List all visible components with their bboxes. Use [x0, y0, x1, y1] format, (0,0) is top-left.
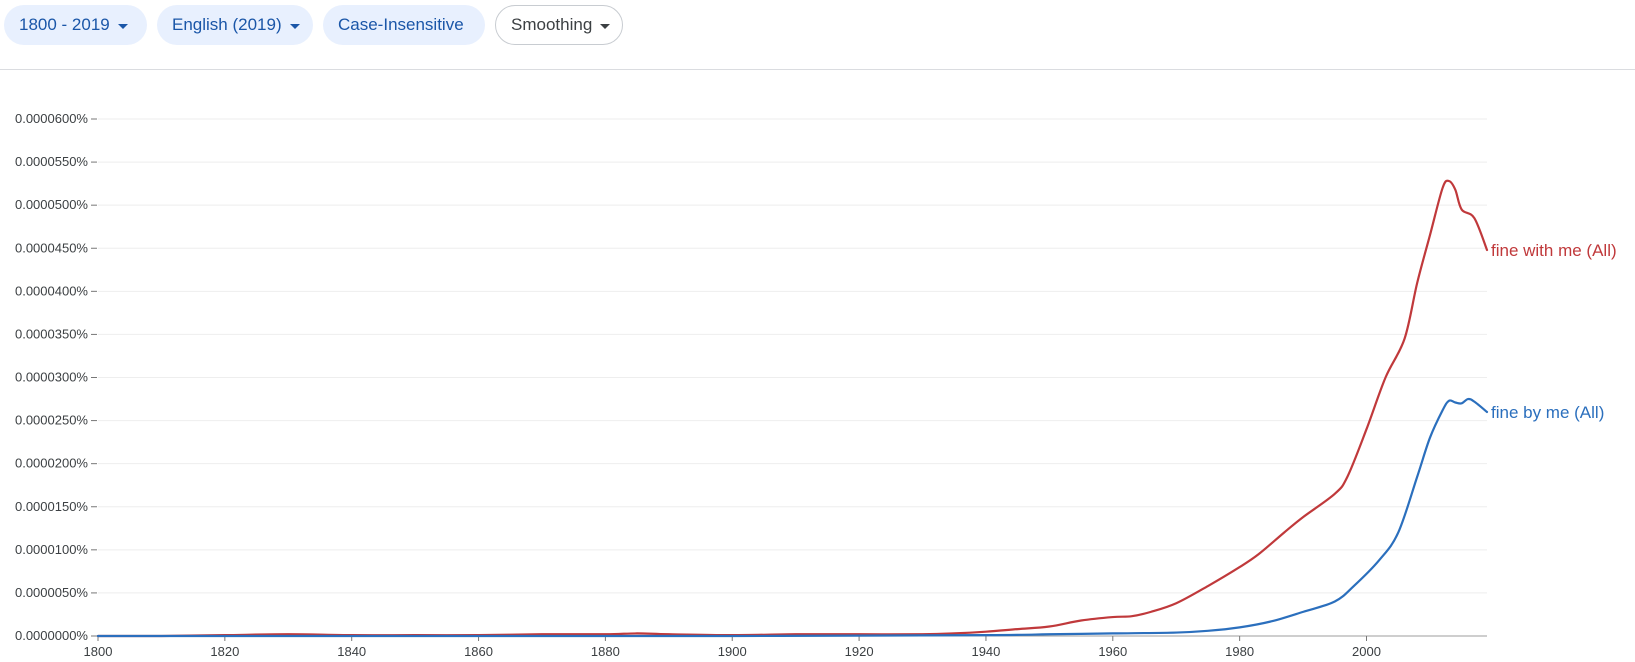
x-tick-label: 1880: [591, 644, 620, 659]
y-tick-label: 0.0000150%: [15, 499, 88, 514]
case-label: Case-Insensitive: [338, 15, 464, 34]
corpus-dropdown[interactable]: English (2019): [157, 5, 313, 45]
chevron-down-icon: [117, 23, 128, 29]
x-tick-label: 2000: [1352, 644, 1381, 659]
x-tick-label: 1800: [84, 644, 113, 659]
y-tick-label: 0.0000000%: [15, 628, 88, 643]
x-axis: 1800 1820 1840 1860 1880 1900 1920 1940 1960 1980…: [84, 635, 1487, 659]
x-tick-label: 1840: [337, 644, 366, 659]
series-labels: fine with me (All) fine by me (All): [1491, 241, 1617, 422]
x-tick-label: 1920: [845, 644, 874, 659]
smoothing-dropdown[interactable]: Smoothing: [495, 5, 623, 45]
gridlines: [98, 118, 1487, 594]
series-line-fine-by-me[interactable]: [96, 397, 1489, 638]
x-tick-label: 1860: [464, 644, 493, 659]
x-tick-label: 1940: [971, 644, 1000, 659]
chevron-down-icon: [289, 23, 300, 29]
series-line-fine-with-me[interactable]: [96, 179, 1489, 638]
x-tick-label: 1960: [1098, 644, 1127, 659]
y-axis: 0.0000000% 0.0000050% 0.0000100% 0.0000150%…: [15, 111, 97, 643]
x-tick-label: 1980: [1225, 644, 1254, 659]
y-tick-label: 0.0000350%: [15, 326, 88, 341]
y-tick-label: 0.0000450%: [15, 240, 88, 255]
date-range-label: 1800 - 2019: [19, 15, 110, 34]
y-tick-label: 0.0000600%: [15, 111, 88, 126]
series-label-fine-by-me[interactable]: fine by me (All): [1491, 403, 1604, 422]
chart-toolbar: 1800 - 2019 English (2019) Case-Insensit…: [0, 0, 1635, 70]
y-tick-label: 0.0000200%: [15, 456, 88, 471]
y-tick-label: 0.0000550%: [15, 154, 88, 169]
x-tick-label: 1820: [210, 644, 239, 659]
y-tick-label: 0.0000250%: [15, 413, 88, 428]
series-label-fine-with-me[interactable]: fine with me (All): [1491, 241, 1617, 260]
series-lines: [96, 179, 1489, 638]
y-tick-label: 0.0000100%: [15, 542, 88, 557]
case-insensitive-toggle[interactable]: Case-Insensitive: [323, 5, 485, 45]
y-tick-label: 0.0000400%: [15, 283, 88, 298]
date-range-dropdown[interactable]: 1800 - 2019: [4, 5, 147, 45]
y-tick-label: 0.0000500%: [15, 197, 88, 212]
chevron-down-icon: [600, 23, 611, 29]
y-tick-label: 0.0000050%: [15, 585, 88, 600]
y-tick-label: 0.0000300%: [15, 370, 88, 385]
smoothing-label: Smoothing: [511, 15, 593, 34]
x-tick-label: 1900: [718, 644, 747, 659]
corpus-label: English (2019): [172, 15, 282, 34]
